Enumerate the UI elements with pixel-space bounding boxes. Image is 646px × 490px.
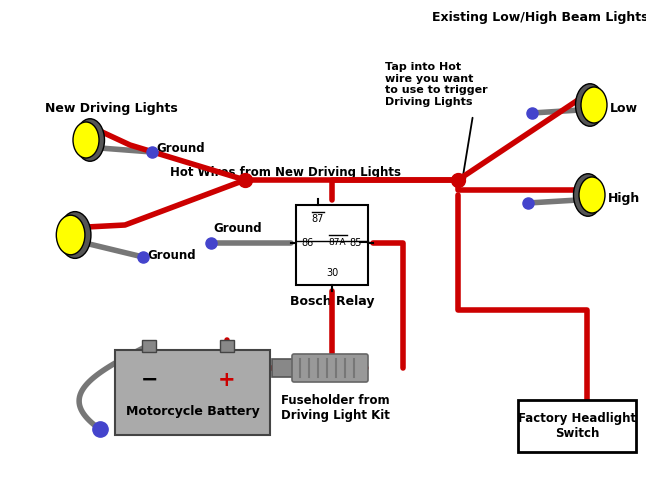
Text: 86: 86 — [302, 238, 314, 248]
Ellipse shape — [76, 119, 105, 161]
Text: Ground: Ground — [156, 142, 205, 154]
Text: Low: Low — [610, 101, 638, 115]
Text: 30: 30 — [326, 268, 338, 278]
Text: +: + — [218, 370, 235, 390]
Bar — [115, 350, 270, 435]
Text: Ground: Ground — [213, 221, 262, 235]
FancyBboxPatch shape — [292, 354, 368, 382]
Text: Hot Wires from New Driving Lights: Hot Wires from New Driving Lights — [170, 166, 401, 178]
Text: High: High — [608, 192, 640, 204]
Text: −: − — [140, 370, 158, 390]
Text: 85: 85 — [350, 238, 362, 248]
Ellipse shape — [73, 122, 99, 158]
Bar — [518, 400, 636, 452]
Text: Factory Headlight
Switch: Factory Headlight Switch — [518, 412, 636, 440]
Text: 87: 87 — [312, 214, 324, 224]
Text: Existing Low/High Beam Lights: Existing Low/High Beam Lights — [432, 11, 646, 24]
Text: Fuseholder from
Driving Light Kit: Fuseholder from Driving Light Kit — [280, 394, 390, 422]
Bar — [272, 359, 294, 377]
Text: Motorcycle Battery: Motorcycle Battery — [125, 405, 260, 417]
Text: New Driving Lights: New Driving Lights — [45, 101, 178, 115]
Ellipse shape — [56, 215, 85, 255]
Bar — [296, 205, 368, 285]
Text: Tap into Hot
wire you want
to use to trigger
Driving Lights: Tap into Hot wire you want to use to tri… — [385, 62, 488, 107]
Text: Bosch Relay: Bosch Relay — [290, 294, 374, 308]
Bar — [142, 340, 156, 352]
Ellipse shape — [576, 84, 605, 126]
Ellipse shape — [59, 212, 91, 258]
Bar — [220, 340, 234, 352]
Ellipse shape — [581, 87, 607, 123]
Text: 87A: 87A — [328, 238, 346, 246]
Ellipse shape — [579, 177, 605, 213]
Ellipse shape — [574, 174, 603, 216]
Text: Ground: Ground — [147, 248, 196, 262]
